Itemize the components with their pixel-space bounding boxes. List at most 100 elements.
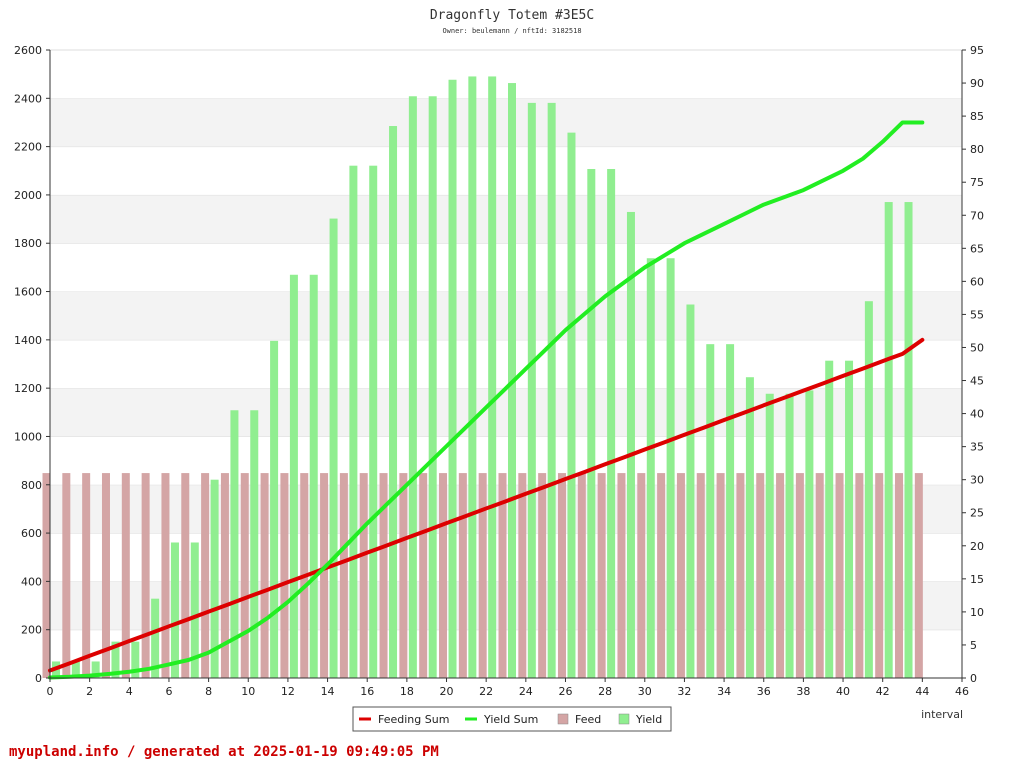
y-tick-label-right: 55 bbox=[970, 308, 984, 321]
bar-yield bbox=[825, 360, 834, 678]
y-tick-label-right: 20 bbox=[970, 540, 984, 553]
lines bbox=[48, 120, 925, 680]
legend-label: Feed bbox=[575, 713, 601, 726]
bar-feed bbox=[121, 473, 130, 678]
y-tick-label-left: 2200 bbox=[14, 141, 42, 154]
bar-yield bbox=[567, 132, 576, 678]
grid-band bbox=[50, 388, 962, 437]
grid-band bbox=[50, 339, 962, 389]
bar-feed bbox=[101, 473, 110, 678]
bar-feed bbox=[835, 473, 844, 678]
bar-yield bbox=[745, 377, 754, 678]
y-tick-label-right: 85 bbox=[970, 110, 984, 123]
x-tick-label: 44 bbox=[915, 685, 929, 698]
bar-feed bbox=[478, 473, 487, 678]
bar-yield bbox=[626, 211, 635, 679]
bar-feed bbox=[716, 473, 725, 678]
legend: Feeding Sum Yield Sum Feed Yield bbox=[352, 706, 672, 732]
bar-feed bbox=[498, 473, 507, 678]
y-tick-label-right: 10 bbox=[970, 606, 984, 619]
x-tick-label: 10 bbox=[241, 685, 255, 698]
bar-feed bbox=[141, 473, 150, 678]
x-tick-label: 34 bbox=[717, 685, 731, 698]
grid-band bbox=[50, 98, 962, 147]
bar-feed bbox=[855, 473, 864, 678]
line-yield-sum bbox=[48, 120, 925, 680]
y-tick-label-left: 800 bbox=[21, 479, 42, 492]
chart: Dragonfly Totem #3E5C Owner: beulemann /… bbox=[14, 8, 984, 732]
x-tick-label: 46 bbox=[955, 685, 969, 698]
bars bbox=[42, 76, 923, 679]
bar-yield bbox=[547, 102, 556, 678]
bar-feed bbox=[280, 473, 289, 678]
y-tick-label-right: 25 bbox=[970, 507, 984, 520]
bar-feed bbox=[320, 473, 329, 678]
bar-yield bbox=[587, 168, 596, 678]
bar-yield bbox=[289, 274, 298, 678]
bar-feed bbox=[260, 473, 269, 678]
grid-band bbox=[50, 50, 962, 99]
axes: 0200400600800100012001400160018002000220… bbox=[14, 44, 984, 698]
bar-yield bbox=[805, 390, 814, 678]
bar-feed bbox=[795, 473, 804, 678]
bar-yield bbox=[686, 304, 695, 678]
bar-feed bbox=[419, 473, 428, 678]
y-tick-label-left: 1400 bbox=[14, 334, 42, 347]
legend-swatch-bar bbox=[557, 713, 569, 725]
bar-yield bbox=[765, 393, 774, 678]
bar-yield bbox=[111, 641, 120, 678]
bar-feed bbox=[62, 473, 71, 678]
y-tick-label-right: 0 bbox=[970, 672, 977, 685]
x-tick-label: 40 bbox=[836, 685, 850, 698]
bar-yield bbox=[210, 479, 219, 678]
bar-yield bbox=[190, 542, 199, 678]
bar-feed bbox=[815, 473, 824, 678]
bar-yield bbox=[845, 360, 854, 678]
bar-feed bbox=[359, 473, 368, 678]
bar-yield bbox=[408, 96, 417, 678]
x-tick-label: 12 bbox=[281, 685, 295, 698]
bar-yield bbox=[527, 102, 536, 678]
x-tick-label: 24 bbox=[519, 685, 533, 698]
y-tick-label-right: 50 bbox=[970, 341, 984, 354]
bar-yield bbox=[706, 344, 715, 678]
y-tick-label-left: 2400 bbox=[14, 92, 42, 105]
y-tick-label-left: 2600 bbox=[14, 44, 42, 57]
bar-yield bbox=[448, 79, 457, 678]
chart-title: Dragonfly Totem #3E5C bbox=[430, 8, 594, 23]
grid-band bbox=[50, 243, 962, 292]
bar-yield bbox=[607, 168, 616, 678]
bar-yield bbox=[329, 218, 338, 678]
bar-feed bbox=[439, 473, 448, 678]
bar-feed bbox=[557, 473, 566, 678]
bar-feed bbox=[895, 473, 904, 678]
y-tick-label-right: 35 bbox=[970, 441, 984, 454]
legend-swatch-bar bbox=[618, 713, 630, 725]
y-tick-label-right: 15 bbox=[970, 573, 984, 586]
bar-feed bbox=[220, 473, 229, 678]
y-tick-label-right: 30 bbox=[970, 474, 984, 487]
bar-yield bbox=[389, 126, 398, 678]
legend-label: Yield Sum bbox=[483, 713, 538, 726]
bar-feed bbox=[914, 473, 923, 678]
bar-feed bbox=[637, 473, 646, 678]
bar-feed bbox=[399, 473, 408, 678]
y-tick-label-left: 1600 bbox=[14, 286, 42, 299]
y-tick-label-right: 70 bbox=[970, 209, 984, 222]
bar-feed bbox=[379, 473, 388, 678]
bar-feed bbox=[617, 473, 626, 678]
bar-feed bbox=[518, 473, 527, 678]
bar-yield bbox=[904, 202, 913, 678]
x-tick-label: 0 bbox=[47, 685, 54, 698]
x-tick-label: 14 bbox=[321, 685, 335, 698]
x-tick-label: 4 bbox=[126, 685, 133, 698]
grid-band bbox=[50, 146, 962, 195]
bar-yield bbox=[369, 165, 378, 678]
bar-yield bbox=[91, 661, 100, 678]
x-tick-label: 20 bbox=[440, 685, 454, 698]
bar-feed bbox=[776, 473, 785, 678]
bar-yield bbox=[864, 301, 873, 678]
footer-text: myupland.info / generated at 2025-01-19 … bbox=[9, 744, 439, 760]
bar-feed bbox=[161, 473, 170, 678]
y-tick-label-left: 2000 bbox=[14, 189, 42, 202]
